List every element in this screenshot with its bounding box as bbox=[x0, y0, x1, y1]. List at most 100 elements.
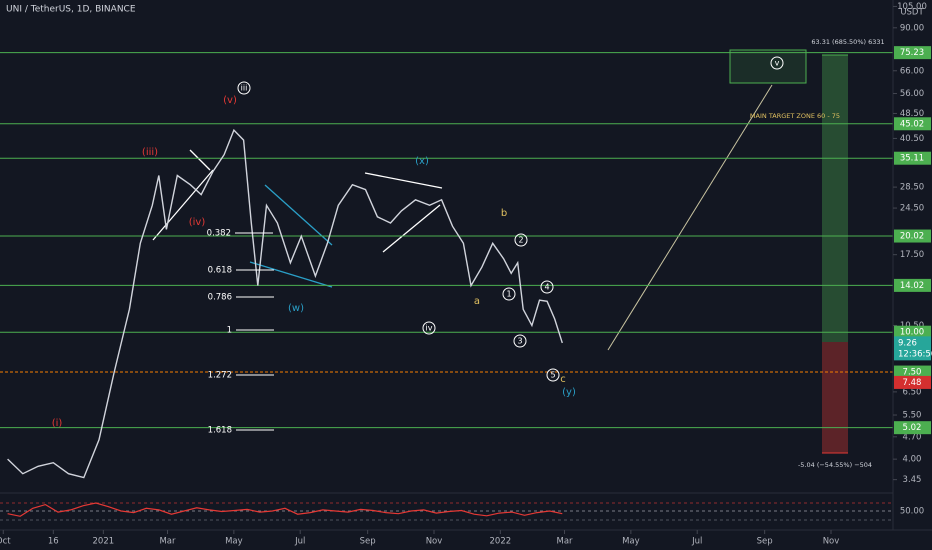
annotation: 63.31 (685.50%) 6331 bbox=[811, 38, 884, 46]
chart-title: UNI / TetherUS, 1D, BINANCE bbox=[6, 5, 136, 15]
fib-label: 0.382 bbox=[207, 229, 231, 239]
level-tag bbox=[894, 229, 931, 243]
wave-circle bbox=[237, 81, 251, 95]
wave-circle bbox=[422, 321, 436, 335]
trend-line bbox=[382, 204, 441, 253]
x-tick-label: May bbox=[622, 537, 640, 547]
x-tick-label: Mar bbox=[159, 537, 176, 547]
wave-label: (y) bbox=[562, 387, 576, 398]
stop-label: 7.50 bbox=[903, 368, 922, 378]
y-tick-label: 17.50 bbox=[900, 250, 924, 260]
wave-label: (v) bbox=[223, 95, 237, 106]
y-tick-label: 105.00 bbox=[897, 2, 927, 12]
last-price-tag bbox=[894, 336, 931, 361]
wave-label: (i) bbox=[52, 418, 63, 429]
y-tick-label: 4.70 bbox=[903, 432, 922, 442]
wave-label: v bbox=[775, 59, 780, 68]
level-tag bbox=[894, 151, 931, 165]
red-price-tag bbox=[894, 375, 931, 389]
x-tick-label: Mar bbox=[556, 537, 573, 547]
wave-label: b bbox=[501, 208, 507, 219]
wave-label: (w) bbox=[288, 303, 304, 314]
wave-label: (iii) bbox=[142, 147, 158, 158]
level-tag bbox=[894, 278, 931, 292]
fib-label: 1 bbox=[227, 326, 232, 336]
level-label: 35.11 bbox=[900, 154, 924, 164]
y-tick-label: 6.50 bbox=[903, 387, 922, 397]
x-tick-label: Nov bbox=[823, 537, 840, 547]
last-price-label: 9.26 bbox=[898, 338, 917, 348]
wave-label: 2 bbox=[518, 236, 523, 245]
fib-label: 1.618 bbox=[208, 426, 232, 436]
fib-label: 1.272 bbox=[208, 371, 232, 381]
target-zone bbox=[729, 49, 807, 84]
x-tick-label: 16 bbox=[48, 537, 59, 547]
trend-line bbox=[152, 169, 214, 241]
red-price-label: 7.48 bbox=[903, 378, 922, 388]
wave-label: (iv) bbox=[189, 217, 206, 228]
fib-label: 0.618 bbox=[208, 266, 232, 276]
y-tick-label: 66.00 bbox=[900, 66, 924, 76]
level-label: 45.02 bbox=[900, 119, 924, 129]
trend-line bbox=[364, 172, 443, 189]
wave-label: iv bbox=[426, 324, 433, 333]
wave-circle bbox=[514, 233, 528, 247]
wave-label: c bbox=[560, 374, 566, 385]
y-tick-label: 48.50 bbox=[900, 109, 924, 119]
level-label: 20.02 bbox=[900, 232, 924, 242]
wave-circle bbox=[502, 287, 516, 301]
wave-label: a bbox=[474, 296, 480, 307]
price-pane: 0.382 0.618 0.786 1 1.272 1.618 (i) (iii) (iv) (v… bbox=[0, 38, 893, 479]
profit-zone bbox=[822, 55, 848, 342]
annotation: -5.04 (−54.55%) −504 bbox=[798, 461, 872, 469]
wave-circle bbox=[540, 280, 554, 294]
fib-label: 0.786 bbox=[208, 293, 232, 303]
y-tick-label: 40.50 bbox=[900, 134, 924, 144]
y-tick-label: 56.00 bbox=[900, 89, 924, 99]
loss-zone bbox=[822, 342, 848, 453]
wave-circle bbox=[513, 334, 527, 348]
y-tick-label: 5.50 bbox=[903, 411, 922, 421]
y-tick-label: 90.00 bbox=[900, 23, 924, 33]
projection-arrow bbox=[607, 84, 773, 351]
wave-label: 3 bbox=[517, 337, 522, 346]
x-tick-label: Sep bbox=[757, 537, 773, 547]
x-tick-label: 2022 bbox=[490, 537, 512, 547]
wave-circle bbox=[546, 368, 560, 382]
countdown: 12:36:56 bbox=[898, 349, 932, 359]
level-label: 14.02 bbox=[900, 281, 924, 291]
wave-label: iii bbox=[241, 84, 248, 93]
level-label: 5.02 bbox=[903, 423, 922, 433]
x-tick-label: Jul bbox=[691, 537, 702, 547]
wave-label: 5 bbox=[550, 371, 555, 380]
x-tick-label: Nov bbox=[426, 537, 443, 547]
wave-label: 1 bbox=[506, 290, 511, 299]
level-tag bbox=[894, 325, 931, 339]
rsi-line bbox=[7, 502, 563, 517]
level-tag bbox=[894, 421, 931, 435]
level-tag bbox=[894, 117, 931, 131]
y-tick-label: 28.50 bbox=[900, 183, 924, 193]
price-line bbox=[7, 128, 563, 479]
y-tick-label: 24.50 bbox=[900, 204, 924, 214]
x-tick-label: Sep bbox=[360, 537, 376, 547]
trend-line bbox=[249, 261, 333, 288]
trend-line bbox=[264, 184, 333, 246]
y-unit: USDT bbox=[900, 8, 924, 18]
level-tag bbox=[894, 46, 931, 60]
stop-tag bbox=[894, 365, 931, 379]
x-tick-label: Jul bbox=[294, 537, 305, 547]
level-label: 75.23 bbox=[900, 48, 924, 58]
wave-label: (x) bbox=[415, 156, 429, 167]
x-tick-label: May bbox=[225, 537, 243, 547]
annotation: MAIN TARGET ZONE 60 - 75 bbox=[750, 112, 840, 120]
y-tick-label: 4.00 bbox=[903, 455, 922, 465]
x-tick-label: Oct bbox=[0, 537, 11, 547]
rsi-tick-label: 50.00 bbox=[900, 507, 924, 517]
trend-line bbox=[189, 149, 211, 171]
level-label: 10.00 bbox=[900, 328, 924, 338]
wave-circle bbox=[770, 56, 784, 70]
wave-label: 4 bbox=[544, 283, 549, 292]
